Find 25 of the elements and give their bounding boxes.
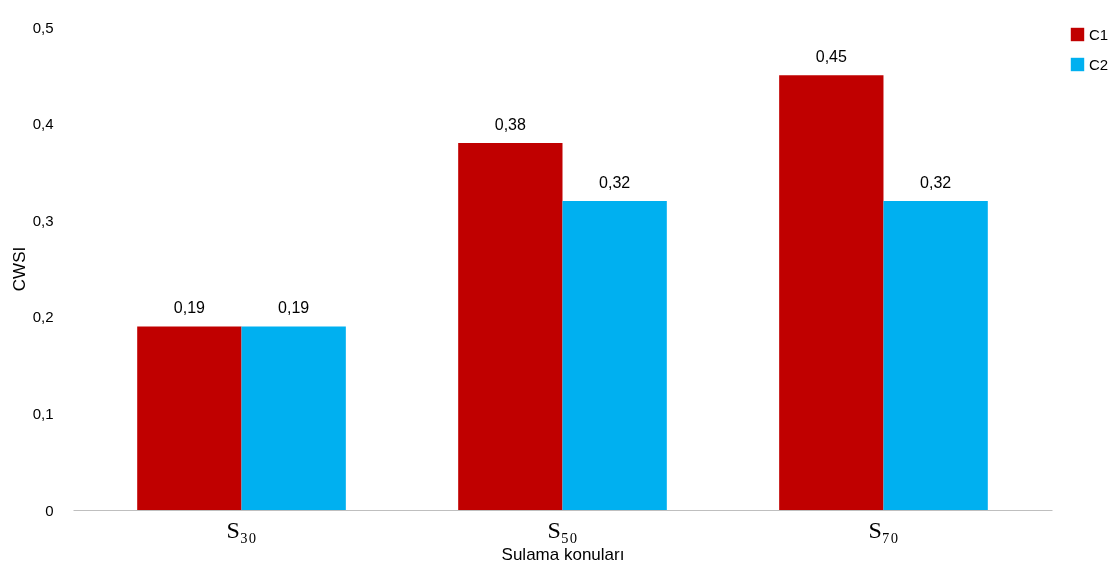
- x-tick-label: S₅₀: [547, 516, 578, 543]
- data-label: 0,32: [599, 173, 631, 191]
- bar: [883, 200, 988, 510]
- y-tick-label: 0,3: [32, 211, 54, 229]
- data-label: 0,19: [278, 299, 310, 317]
- x-axis-title: Sulama konuları: [501, 544, 625, 564]
- bar: [779, 75, 884, 510]
- y-tick-label: 0,2: [32, 308, 54, 326]
- y-tick-label: 0,1: [32, 404, 54, 422]
- data-label: 0,45: [815, 48, 847, 66]
- data-label: 0,38: [494, 115, 527, 133]
- bar: [458, 142, 563, 510]
- legend-label: C1: [1089, 25, 1109, 43]
- data-label: 0,19: [173, 299, 206, 317]
- x-tick-label: S₇₀: [868, 516, 899, 543]
- bar: [137, 326, 242, 510]
- y-axis-title: CWSI: [9, 246, 29, 292]
- y-tick-label: 0: [45, 501, 54, 519]
- y-tick-label: 0,5: [32, 18, 54, 36]
- bar: [241, 326, 346, 510]
- bar: [562, 200, 667, 510]
- y-tick-label: 0,4: [32, 115, 54, 133]
- x-tick-label: S₃₀: [226, 516, 257, 543]
- data-label: 0,32: [920, 173, 952, 191]
- legend-label: C2: [1089, 55, 1109, 73]
